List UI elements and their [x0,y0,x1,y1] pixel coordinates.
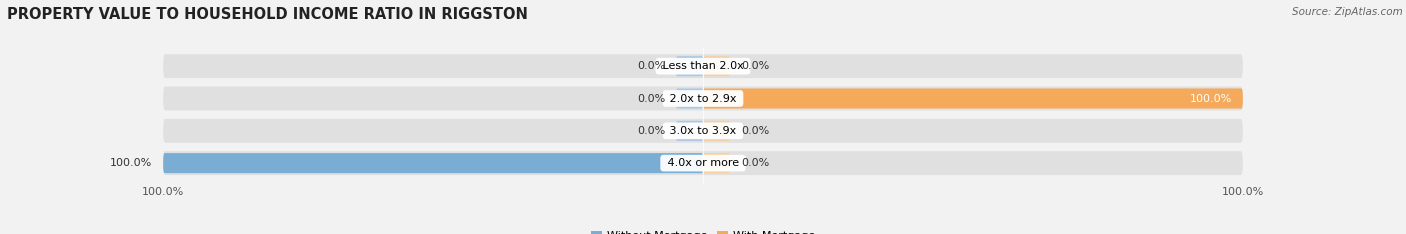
FancyBboxPatch shape [676,88,703,109]
Text: 2.0x to 2.9x: 2.0x to 2.9x [666,94,740,103]
Text: Source: ZipAtlas.com: Source: ZipAtlas.com [1292,7,1403,17]
Text: 0.0%: 0.0% [637,61,665,71]
Text: 3.0x to 3.9x: 3.0x to 3.9x [666,126,740,136]
FancyBboxPatch shape [703,153,730,173]
FancyBboxPatch shape [703,121,730,141]
Text: 0.0%: 0.0% [637,94,665,103]
FancyBboxPatch shape [163,151,1243,175]
Text: 100.0%: 100.0% [1189,94,1232,103]
Text: 0.0%: 0.0% [741,61,769,71]
FancyBboxPatch shape [163,54,1243,78]
Text: 100.0%: 100.0% [110,158,152,168]
FancyBboxPatch shape [163,119,1243,143]
FancyBboxPatch shape [703,56,730,76]
FancyBboxPatch shape [676,56,703,76]
FancyBboxPatch shape [163,87,1243,110]
Text: 0.0%: 0.0% [741,158,769,168]
FancyBboxPatch shape [676,121,703,141]
Text: Less than 2.0x: Less than 2.0x [659,61,747,71]
FancyBboxPatch shape [163,153,703,173]
Text: PROPERTY VALUE TO HOUSEHOLD INCOME RATIO IN RIGGSTON: PROPERTY VALUE TO HOUSEHOLD INCOME RATIO… [7,7,527,22]
Text: 0.0%: 0.0% [741,126,769,136]
Text: 4.0x or more: 4.0x or more [664,158,742,168]
Text: 0.0%: 0.0% [637,126,665,136]
FancyBboxPatch shape [703,88,1243,109]
Legend: Without Mortgage, With Mortgage: Without Mortgage, With Mortgage [586,226,820,234]
